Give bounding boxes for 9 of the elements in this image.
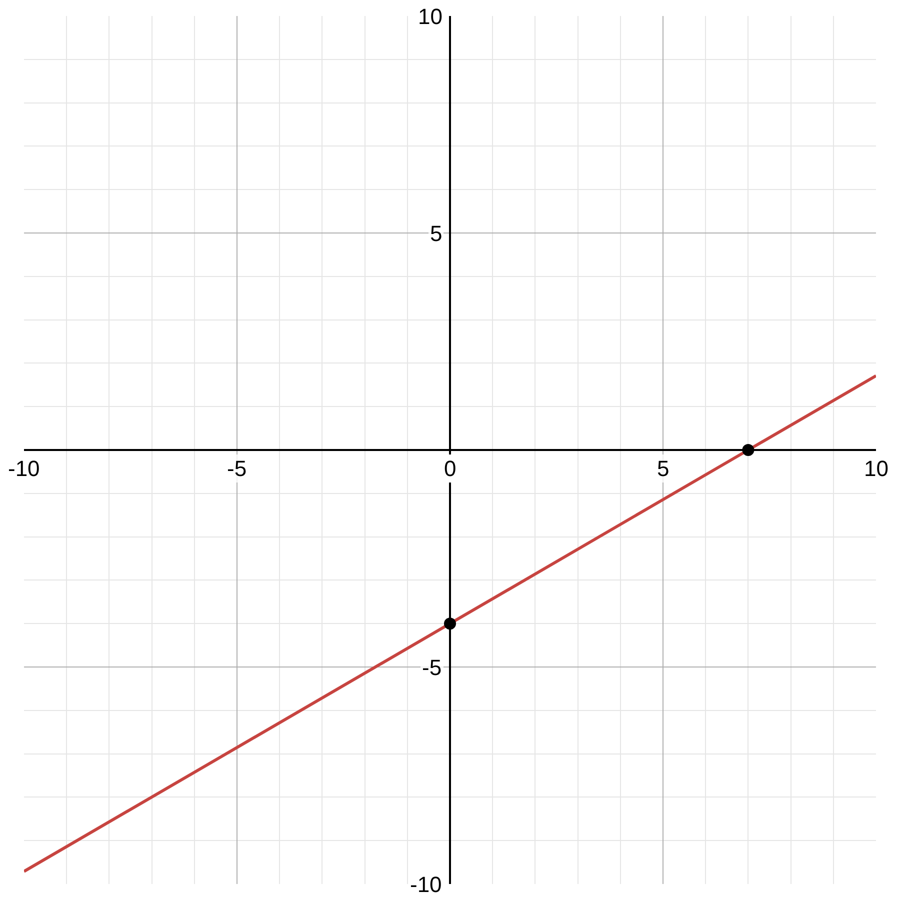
y-tick-label: 5 (430, 221, 442, 246)
x-tick-label: 5 (657, 456, 670, 481)
x-tick-label: 10 (864, 456, 888, 481)
y-tick-label: -5 (422, 655, 442, 680)
y-tick-label: -10 (410, 872, 442, 897)
x-tick-label: -5 (227, 456, 247, 481)
x-tick-label: -10 (8, 456, 40, 481)
x-tick-label: 0 (444, 456, 456, 481)
y-tick-label: 10 (418, 4, 442, 29)
